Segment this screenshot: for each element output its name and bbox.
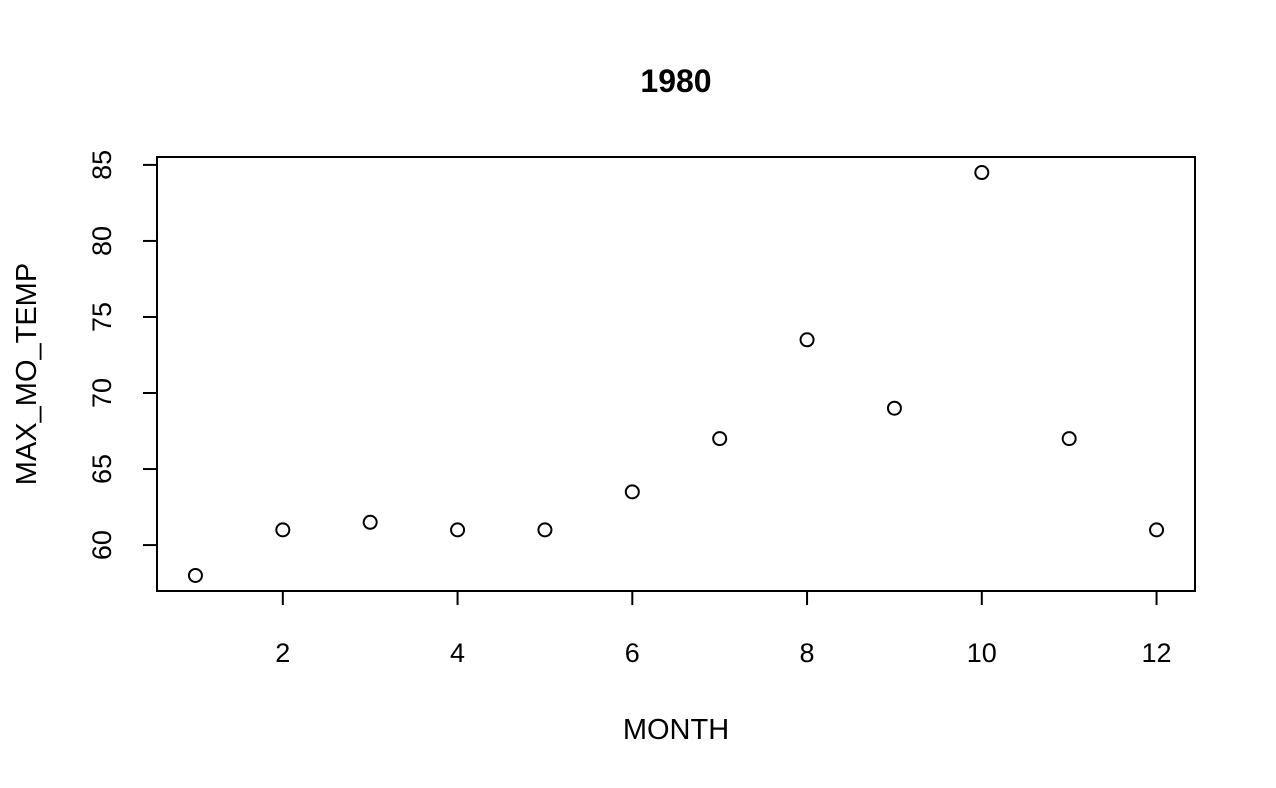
- y-tick-label: 85: [87, 150, 117, 180]
- x-axis-label: MONTH: [623, 714, 729, 746]
- chart-title: 1980: [640, 63, 711, 99]
- data-point: [799, 332, 815, 348]
- data-point: [537, 522, 553, 538]
- x-tick-label: 4: [450, 638, 465, 668]
- x-tick-label: 10: [967, 638, 997, 668]
- y-axis-label: MAX_MO_TEMP: [11, 263, 43, 485]
- x-axis: 2 4 6 8 10 12: [275, 590, 1172, 668]
- y-tick-label: 70: [87, 378, 117, 408]
- data-points: [187, 165, 1165, 583]
- plot-frame: [156, 156, 1196, 592]
- data-point: [974, 165, 990, 181]
- data-point: [624, 484, 640, 500]
- x-tick-label: 2: [275, 638, 290, 668]
- data-point: [1149, 522, 1165, 538]
- data-point: [450, 522, 466, 538]
- y-tick-label: 60: [87, 530, 117, 560]
- data-point: [275, 522, 291, 538]
- data-point: [886, 400, 902, 416]
- data-point: [712, 431, 728, 447]
- y-tick-label: 65: [87, 454, 117, 484]
- data-point: [362, 514, 378, 530]
- x-tick-label: 8: [800, 638, 815, 668]
- x-tick-label: 6: [625, 638, 640, 668]
- x-tick-label: 12: [1142, 638, 1172, 668]
- y-tick-label: 80: [87, 226, 117, 256]
- y-axis: 60 65 70 75 80 85: [87, 150, 158, 560]
- y-tick-label: 75: [87, 302, 117, 332]
- data-point: [187, 567, 203, 583]
- data-point: [1061, 431, 1077, 447]
